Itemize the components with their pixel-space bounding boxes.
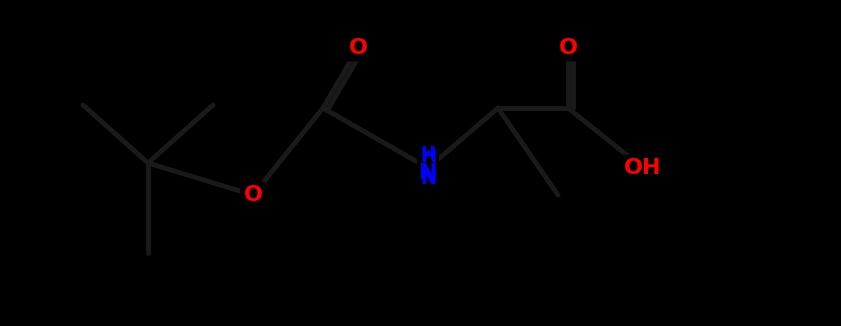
Text: O: O [244,185,262,205]
Text: O: O [348,38,368,58]
Text: OH: OH [624,158,662,178]
Text: H: H [420,145,436,163]
Text: N: N [419,163,437,183]
Text: H
N: H N [420,147,436,188]
Text: O: O [558,38,578,58]
